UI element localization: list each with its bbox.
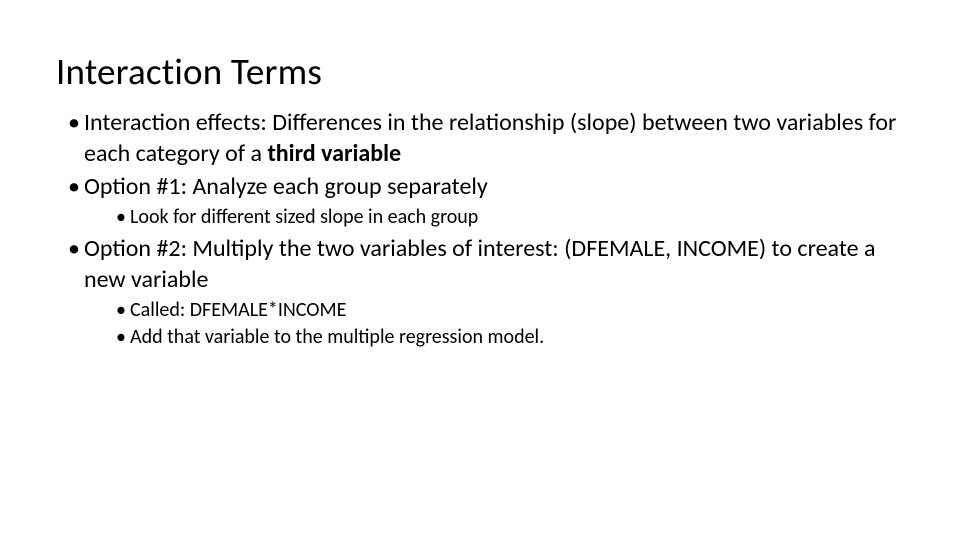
bullet-list-cont: Option #2: Multiply the two variables of… — [56, 234, 904, 295]
bullet-item-3: Option #2: Multiply the two variables of… — [68, 234, 904, 295]
slide: Interaction Terms Interaction effects: D… — [0, 0, 960, 540]
bullet-text-1a: Interaction effects: Differences in the … — [84, 108, 896, 168]
bullet-item-2: Option #1: Analyze each group separately — [68, 172, 904, 203]
sub-bullet-list-1: Look for different sized slope in each g… — [56, 205, 904, 231]
bullet-item-1: Interaction effects: Differences in the … — [68, 108, 904, 169]
sub-bullet-item-3: Add that variable to the multiple regres… — [116, 325, 904, 351]
slide-title: Interaction Terms — [56, 50, 904, 94]
sub-bullet-item-2: Called: DFEMALE*INCOME — [116, 298, 904, 324]
sub-bullet-list-2: Called: DFEMALE*INCOME Add that variable… — [56, 298, 904, 351]
sub-bullet-item-1: Look for different sized slope in each g… — [116, 205, 904, 231]
bullet-text-1b: third variable — [267, 139, 401, 168]
bullet-list: Interaction effects: Differences in the … — [56, 108, 904, 202]
